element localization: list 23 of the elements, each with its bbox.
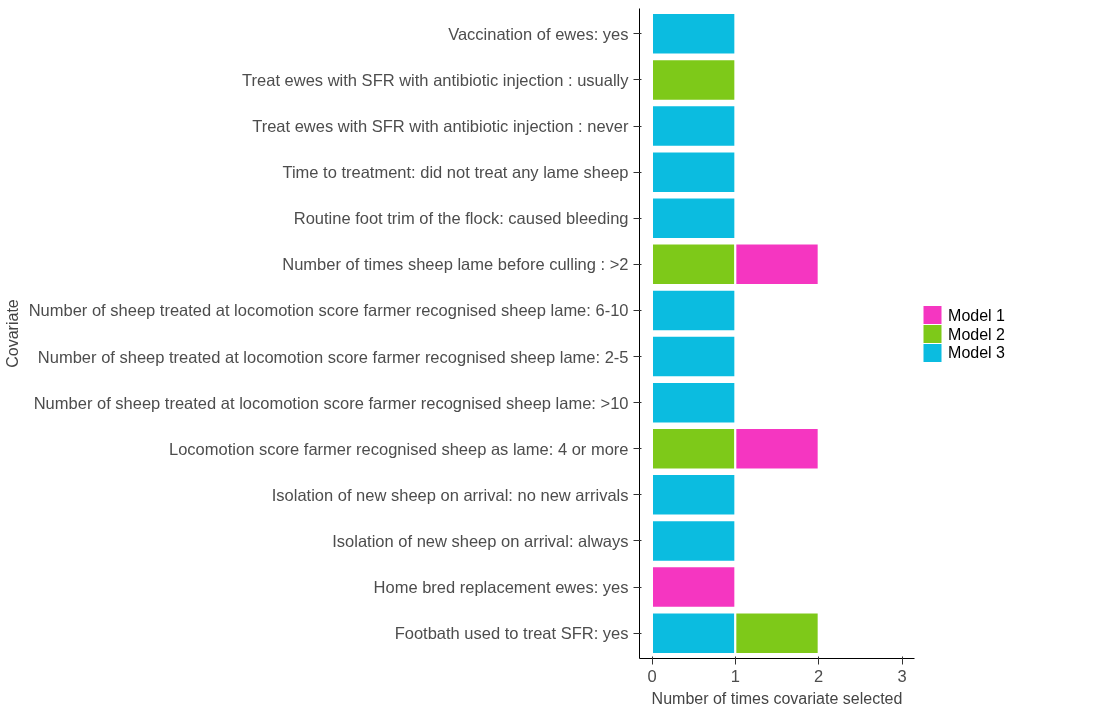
x-tick-label: 2 [814,666,824,685]
legend-label: Model 1 [948,306,1006,324]
x-tick-label: 0 [647,666,657,685]
y-tick-label: Routine foot trim of the flock: caused bleeding [293,209,629,228]
y-tick-label: Number of times sheep lame before culling : >2 [282,255,629,274]
x-tick-label: 3 [897,666,907,685]
y-tick-label: Locomotion score farmer recognised sheep as lame: 4 or more [169,439,629,458]
y-tick-label: Number of sheep treated at locomotion score farmer recognised sheep lame: 2-5 [37,347,629,366]
y-tick-label: Treat ewes with SFR with antibiotic injection : usually [242,70,630,89]
y-tick-label: Footbath used to treat SFR: yes [394,624,629,643]
y-tick-label: Isolation of new sheep on arrival: no new arrivals [271,485,629,504]
y-tick-label: Treat ewes with SFR with antibiotic injection : never [252,117,630,136]
x-tick-label: 1 [730,666,740,685]
legend-label: Model 2 [948,325,1006,343]
y-tick-label: Number of sheep treated at locomotion score farmer recognised sheep lame: >10 [33,393,629,412]
y-axis-title: Covariate [3,299,21,368]
y-tick-label: Time to treatment: did not treat any lame sheep [282,163,629,182]
y-tick-label: Home bred replacement ewes: yes [373,578,629,597]
x-axis-title: Number of times covariate selected [651,689,903,707]
y-tick-label: Number of sheep treated at locomotion score farmer recognised sheep lame: 6-10 [28,301,629,320]
y-tick-label: Vaccination of ewes: yes [448,24,629,43]
legend-label: Model 3 [948,344,1006,362]
y-tick-label: Isolation of new sheep on arrival: always [332,531,629,550]
